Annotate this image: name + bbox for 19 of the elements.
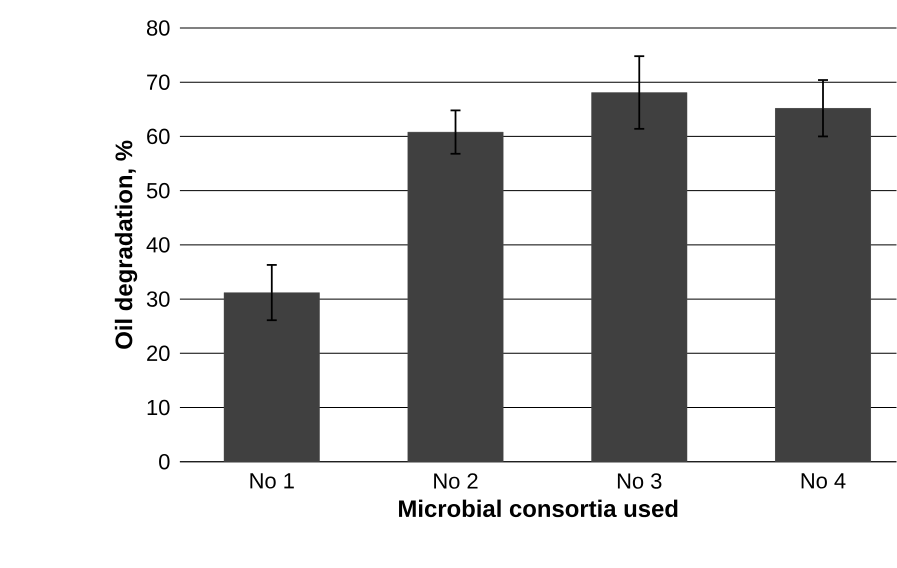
y-tick-label: 40 bbox=[146, 237, 170, 253]
x-tick-label: No 1 bbox=[250, 473, 294, 489]
y-tick-label: 80 bbox=[146, 20, 170, 36]
y-tick-label: 10 bbox=[148, 400, 170, 416]
x-tick-label: No 3 bbox=[618, 473, 662, 489]
y-tick-label: 0 bbox=[159, 454, 170, 470]
y-tick-label: 30 bbox=[146, 291, 170, 307]
bar bbox=[591, 92, 688, 462]
bar bbox=[224, 292, 320, 462]
x-tick-label: No 2 bbox=[434, 473, 478, 489]
x-axis-title: Microbial consortia used bbox=[399, 500, 678, 518]
x-tick-label: No 4 bbox=[802, 473, 846, 489]
y-axis-title: Oil degradation, % bbox=[114, 140, 138, 349]
bar bbox=[408, 132, 504, 462]
y-tick-label: 20 bbox=[147, 346, 170, 362]
y-tick-label: 70 bbox=[147, 74, 170, 90]
y-tick-label: 50 bbox=[146, 183, 170, 199]
y-tick-label: 60 bbox=[147, 128, 170, 144]
bar bbox=[775, 108, 871, 462]
